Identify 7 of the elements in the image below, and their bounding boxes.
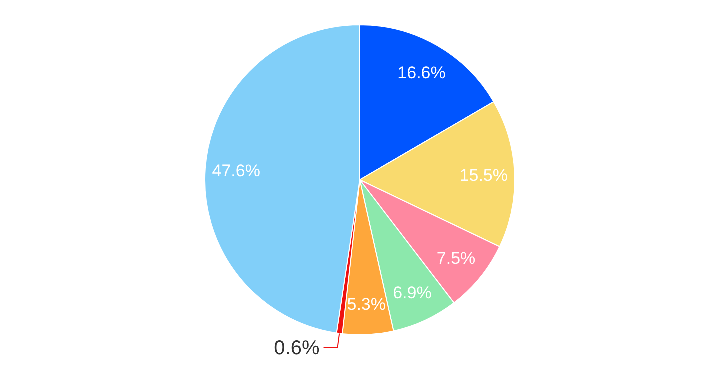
data-label: 0.6% [274, 338, 320, 360]
data-label: 6.9% [393, 283, 432, 302]
data-label: 7.5% [436, 249, 476, 268]
data-label: 47.6% [212, 162, 260, 181]
data-label: 15.5% [460, 166, 508, 185]
data-label: 5.3% [347, 294, 386, 314]
data-label: 16.6% [398, 63, 446, 82]
